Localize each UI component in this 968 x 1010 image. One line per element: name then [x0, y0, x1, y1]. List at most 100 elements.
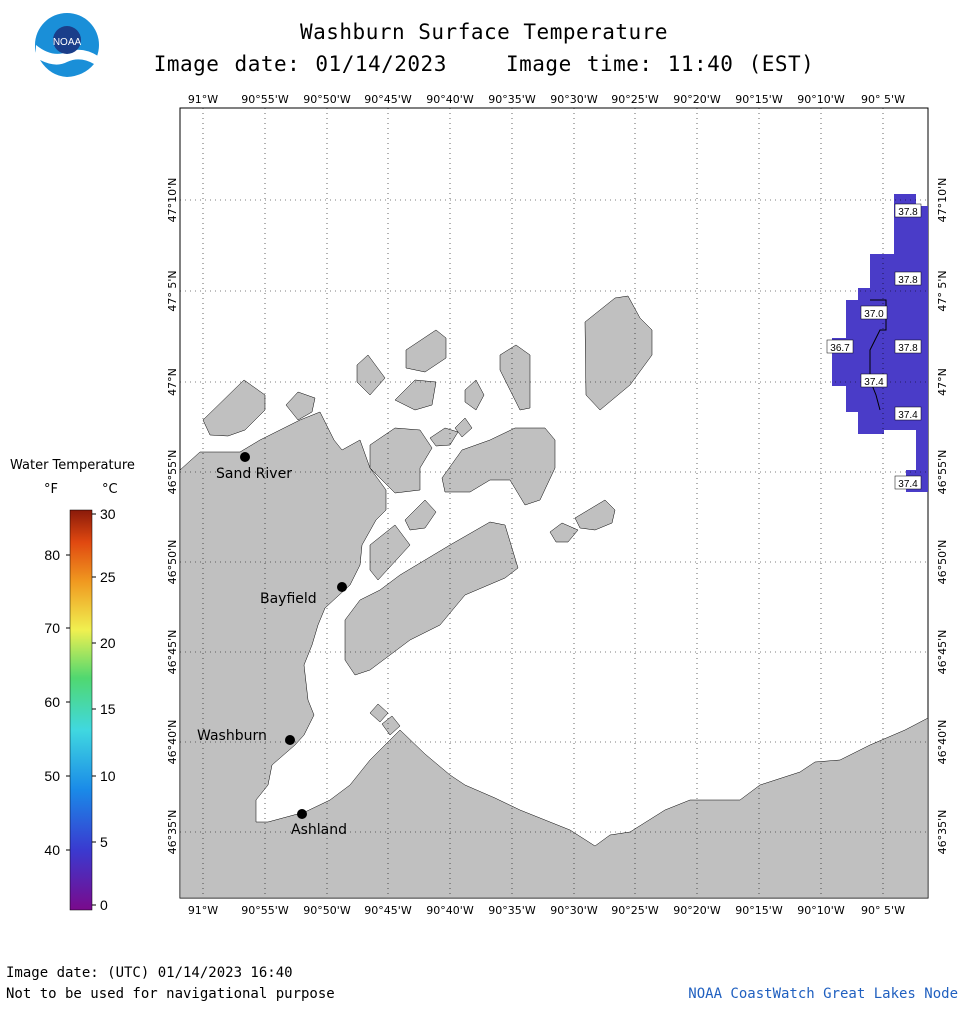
lat-label: 47°N	[166, 368, 179, 396]
temperature-label: 37.4	[894, 475, 922, 490]
lat-label: 46°55'N	[936, 450, 949, 495]
temperature-label: 36.7	[826, 339, 854, 354]
lon-label: 90°40'W	[426, 93, 474, 106]
lon-label: 91°W	[188, 904, 218, 917]
island-18	[381, 715, 401, 736]
image-datetime: Image date: 01/14/2023 Image time: 11:40…	[0, 52, 968, 76]
island-6	[499, 344, 531, 411]
lat-labels-right: 47°10'N 47° 5'N 47°N 46°55'N 46°50'N 46°45'N 4…	[936, 178, 949, 855]
temperature-label: 37.8	[894, 271, 922, 286]
land-bayfield-peninsula	[179, 411, 929, 899]
land-masses	[179, 295, 929, 899]
city-dot-bayfield	[337, 582, 347, 592]
svg-text:37.4: 37.4	[864, 377, 884, 388]
legend-f-tick: 50	[44, 768, 60, 784]
lon-label: 90°20'W	[673, 904, 721, 917]
lon-label: 90°25'W	[611, 904, 659, 917]
legend-color-bar	[69, 509, 93, 911]
lon-label: 90°50'W	[303, 904, 351, 917]
legend-f-tick: 70	[44, 620, 60, 636]
lat-label: 46°35'N	[166, 810, 179, 855]
svg-text:37.0: 37.0	[864, 309, 884, 320]
lon-label: 90°25'W	[611, 93, 659, 106]
island-15	[549, 522, 579, 543]
lat-label: 47°10'N	[936, 178, 949, 223]
island-7	[584, 295, 653, 411]
svg-text:37.8: 37.8	[898, 275, 918, 286]
island-4	[394, 379, 437, 411]
legend-title: Water Temperature	[10, 458, 135, 473]
lon-labels-bottom: 91°W 90°55'W 90°50'W 90°45'W 90°40'W 90°35'W 9…	[188, 904, 905, 917]
lon-label: 90°40'W	[426, 904, 474, 917]
lon-label: 90°45'W	[364, 93, 412, 106]
lon-label: 91°W	[188, 93, 218, 106]
legend-f-tick: 40	[44, 842, 60, 858]
legend-c-tick: 0	[100, 897, 108, 913]
graticule	[180, 108, 928, 898]
legend-c-tick: 25	[100, 569, 116, 585]
temperature-label: 37.4	[894, 406, 922, 421]
legend-unit-c: °C	[102, 482, 118, 497]
image-time: Image time: 11:40 (EST)	[506, 52, 815, 76]
lat-label: 47° 5'N	[936, 270, 949, 311]
temperature-label: 37.8	[894, 339, 922, 354]
map-title: Washburn Surface Temperature	[299, 20, 668, 44]
island-2	[356, 354, 386, 396]
legend-c-tick: 10	[100, 768, 116, 784]
legend-c-tick: 15	[100, 701, 116, 717]
island-14	[344, 521, 519, 676]
lon-label: 90° 5'W	[861, 93, 905, 106]
footer-credit: NOAA CoastWatch Great Lakes Node	[688, 986, 958, 1002]
lon-label: 90°55'W	[241, 93, 289, 106]
island-1	[285, 391, 316, 421]
svg-text:36.7: 36.7	[830, 343, 850, 354]
lat-label: 47° 5'N	[166, 270, 179, 311]
lat-label: 46°50'N	[936, 540, 949, 585]
lon-label: 90°20'W	[673, 93, 721, 106]
lat-label: 47°N	[936, 368, 949, 396]
lat-label: 47°10'N	[166, 178, 179, 223]
legend-f-tick: 60	[44, 694, 60, 710]
svg-text:37.4: 37.4	[898, 479, 918, 490]
temperature-label: 37.4	[860, 373, 888, 388]
lat-labels-left: 47°10'N 47° 5'N 47°N 46°55'N 46°50'N 46°45'N 4…	[166, 178, 179, 855]
island-3	[405, 329, 447, 373]
lon-label: 90°50'W	[303, 93, 351, 106]
lon-label: 90°55'W	[241, 904, 289, 917]
lat-label: 46°55'N	[166, 450, 179, 495]
lon-label: 90°35'W	[488, 904, 536, 917]
island-10	[454, 417, 473, 438]
island-13	[369, 524, 411, 581]
temperature-contour	[869, 299, 887, 411]
lat-label: 46°45'N	[936, 630, 949, 675]
island-5	[464, 379, 485, 411]
land-nw-point	[202, 379, 266, 437]
lon-labels-top: 91°W 90°55'W 90°50'W 90°45'W 90°40'W 90°35'W 9…	[188, 93, 905, 106]
legend-f-tick: 80	[44, 547, 60, 563]
temperature-labels: 37.8 37.8 37.0 36.7 37.8 37.4 37.4 37.4	[826, 203, 922, 490]
legend-c-tick: 5	[100, 834, 108, 850]
svg-text:37.4: 37.4	[898, 410, 918, 421]
lon-label: 90°30'W	[550, 93, 598, 106]
island-8	[369, 427, 433, 494]
island-11	[441, 427, 556, 506]
island-16	[574, 499, 616, 531]
noaa-logo: NOAA	[35, 13, 99, 78]
city-dot-sand-river	[240, 452, 250, 462]
image-date: Image date: 01/14/2023	[153, 52, 447, 76]
island-12	[404, 499, 437, 531]
temperature-label: 37.8	[894, 203, 922, 218]
lon-label: 90°30'W	[550, 904, 598, 917]
svg-text:37.8: 37.8	[898, 207, 918, 218]
city-markers: Sand River Bayfield Washburn Ashland	[197, 452, 347, 838]
city-label-sand-river: Sand River	[216, 466, 292, 482]
lat-label: 46°40'N	[166, 720, 179, 765]
temperature-label: 37.0	[860, 305, 888, 320]
city-dot-washburn	[285, 735, 295, 745]
lon-label: 90°15'W	[735, 93, 783, 106]
lon-label: 90°45'W	[364, 904, 412, 917]
lon-label: 90°35'W	[488, 93, 536, 106]
city-label-bayfield: Bayfield	[260, 591, 317, 607]
city-label-washburn: Washburn	[197, 728, 267, 744]
